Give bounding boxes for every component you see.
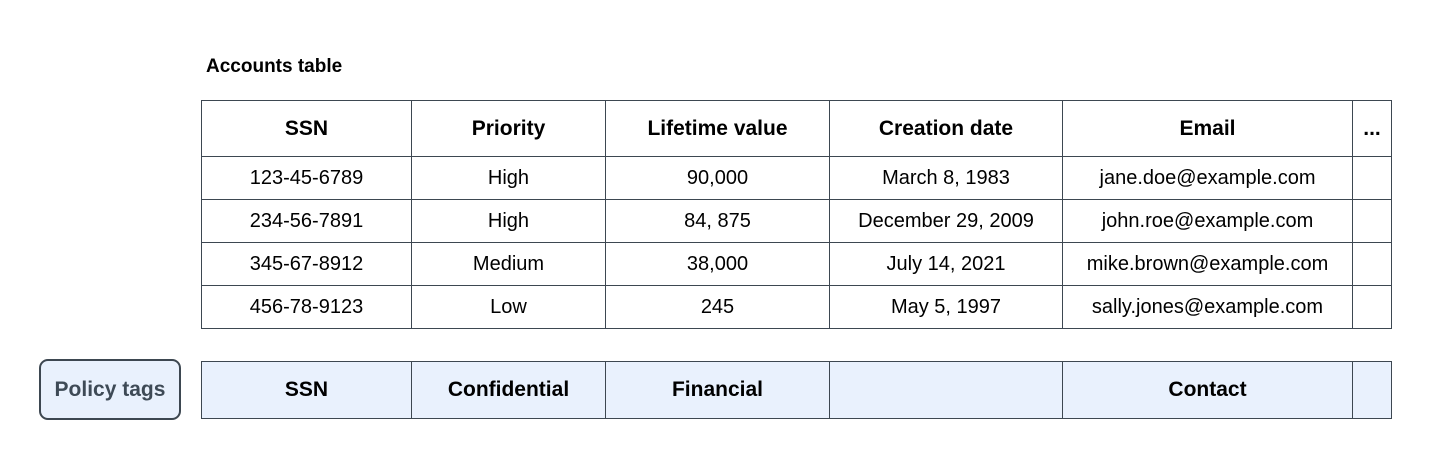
cell-priority: High <box>411 156 606 200</box>
accounts-table: SSN Priority Lifetime value Creation dat… <box>201 100 1392 329</box>
table-row: 345-67-8912 Medium 38,000 July 14, 2021 … <box>201 242 1392 286</box>
column-header-priority: Priority <box>411 100 606 157</box>
table-row: 123-45-6789 High 90,000 March 8, 1983 ja… <box>201 156 1392 200</box>
policy-tags-button[interactable]: Policy tags <box>39 359 181 420</box>
cell-creation-date: July 14, 2021 <box>829 242 1063 286</box>
cell-email: sally.jones@example.com <box>1062 285 1353 329</box>
column-header-more: ... <box>1352 100 1392 157</box>
cell-lifetime-value: 245 <box>605 285 830 329</box>
cell-email: john.roe@example.com <box>1062 199 1353 243</box>
cell-priority: Low <box>411 285 606 329</box>
cell-ssn: 123-45-6789 <box>201 156 412 200</box>
cell-more <box>1352 199 1392 243</box>
cell-creation-date: March 8, 1983 <box>829 156 1063 200</box>
policy-tag-financial: Financial <box>605 361 830 419</box>
policy-tag-ssn: SSN <box>201 361 412 419</box>
column-header-lifetime-value: Lifetime value <box>605 100 830 157</box>
column-header-email: Email <box>1062 100 1353 157</box>
column-header-ssn: SSN <box>201 100 412 157</box>
page-title: Accounts table <box>206 56 343 77</box>
cell-lifetime-value: 38,000 <box>605 242 830 286</box>
cell-more <box>1352 285 1392 329</box>
cell-more <box>1352 156 1392 200</box>
cell-email: mike.brown@example.com <box>1062 242 1353 286</box>
policy-tag-confidential: Confidential <box>411 361 606 419</box>
cell-more <box>1352 242 1392 286</box>
table-row: 456-78-9123 Low 245 May 5, 1997 sally.jo… <box>201 285 1392 329</box>
cell-ssn: 456-78-9123 <box>201 285 412 329</box>
policy-tag-empty <box>829 361 1063 419</box>
cell-priority: Medium <box>411 242 606 286</box>
policy-tags-row: SSN Confidential Financial Contact <box>201 361 1392 419</box>
cell-creation-date: December 29, 2009 <box>829 199 1063 243</box>
cell-creation-date: May 5, 1997 <box>829 285 1063 329</box>
cell-email: jane.doe@example.com <box>1062 156 1353 200</box>
cell-lifetime-value: 90,000 <box>605 156 830 200</box>
policy-tag-empty-more <box>1352 361 1392 419</box>
table-row: 234-56-7891 High 84, 875 December 29, 20… <box>201 199 1392 243</box>
header-row: SSN Priority Lifetime value Creation dat… <box>201 100 1392 157</box>
cell-ssn: 234-56-7891 <box>201 199 412 243</box>
column-header-creation-date: Creation date <box>829 100 1063 157</box>
cell-lifetime-value: 84, 875 <box>605 199 830 243</box>
cell-ssn: 345-67-8912 <box>201 242 412 286</box>
cell-priority: High <box>411 199 606 243</box>
policy-tag-contact: Contact <box>1062 361 1353 419</box>
policy-tags-table: SSN Confidential Financial Contact <box>201 361 1392 419</box>
